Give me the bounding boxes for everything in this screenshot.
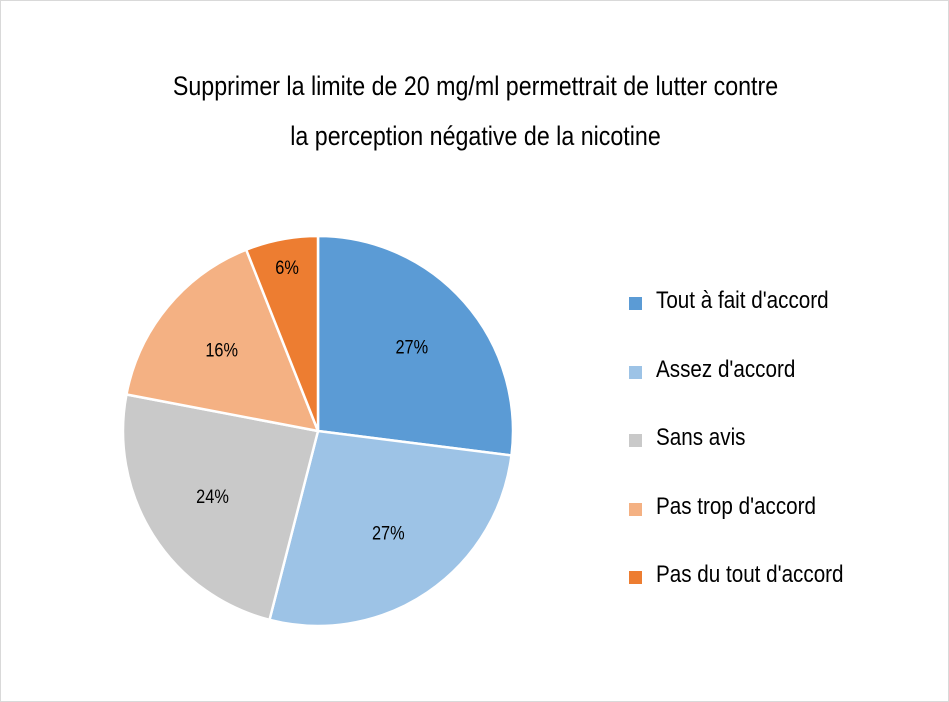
chart-title-line-1: Supprimer la limite de 20 mg/ml permettr… bbox=[172, 71, 779, 101]
pie-slice-2 bbox=[121, 393, 320, 622]
pie-slice-4 bbox=[244, 234, 320, 433]
chart-title-line-2: la perception négative de la nicotine bbox=[290, 121, 661, 151]
legend-swatch bbox=[629, 571, 642, 584]
pie-slice-3 bbox=[125, 248, 320, 433]
legend-label: Assez d'accord bbox=[656, 356, 796, 383]
data-label-2: 24% bbox=[196, 486, 229, 507]
legend-swatch bbox=[629, 297, 642, 310]
legend-swatch bbox=[629, 366, 642, 379]
legend-label: Sans avis bbox=[656, 424, 746, 451]
data-label-3: 16% bbox=[205, 339, 238, 360]
legend-swatch bbox=[629, 503, 642, 516]
data-label-0: 27% bbox=[395, 336, 428, 357]
legend-swatch bbox=[629, 434, 642, 447]
data-label-4: 6% bbox=[275, 257, 299, 278]
data-label-1: 27% bbox=[372, 522, 405, 543]
legend-label: Tout à fait d'accord bbox=[656, 287, 829, 314]
pie-slice-1 bbox=[268, 429, 513, 628]
chart-title: Supprimer la limite de 20 mg/ml permettr… bbox=[102, 61, 849, 161]
legend-label: Pas du tout d'accord bbox=[656, 561, 844, 588]
pie-slice-0 bbox=[316, 234, 515, 457]
legend-label: Pas trop d'accord bbox=[656, 493, 816, 520]
